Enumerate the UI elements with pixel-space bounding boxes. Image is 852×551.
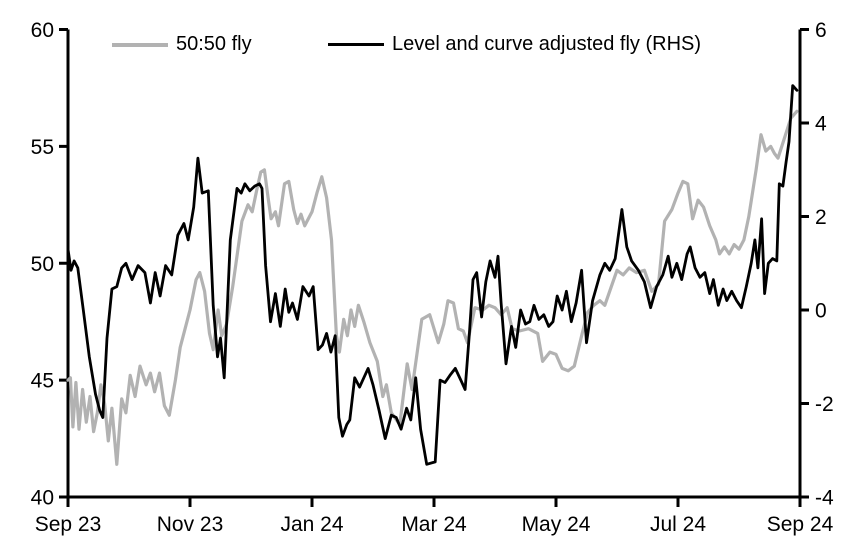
right-axis-tick-label: -4: [815, 487, 834, 510]
x-axis-tick-label: Jul 24: [650, 513, 706, 536]
left-axis-tick-label: 40: [31, 487, 54, 510]
x-axis-tick-label: Sep 23: [35, 513, 102, 536]
left-axis-tick-label: 45: [31, 370, 54, 393]
right-axis-tick-label: -2: [815, 393, 834, 416]
right-axis-tick-label: 4: [815, 113, 827, 136]
right-axis-tick-label: 2: [815, 206, 827, 229]
left-axis-tick-label: 55: [31, 136, 54, 159]
x-axis-tick-label: Jan 24: [280, 513, 343, 536]
right-axis-tick-label: 0: [815, 300, 827, 323]
series-line-gray-50-50-fly: [66, 109, 799, 466]
x-axis-tick-label: Nov 23: [157, 513, 224, 536]
x-axis-tick-label: Mar 24: [401, 513, 467, 536]
x-axis-tick-label: Sep 24: [767, 513, 834, 536]
series-line-black-adjusted-fly: [66, 84, 799, 466]
left-axis-tick-label: 60: [31, 19, 54, 42]
left-axis-tick-label: 50: [31, 253, 54, 276]
x-axis-tick-label: May 24: [522, 513, 591, 536]
right-axis-tick-label: 6: [815, 19, 827, 42]
